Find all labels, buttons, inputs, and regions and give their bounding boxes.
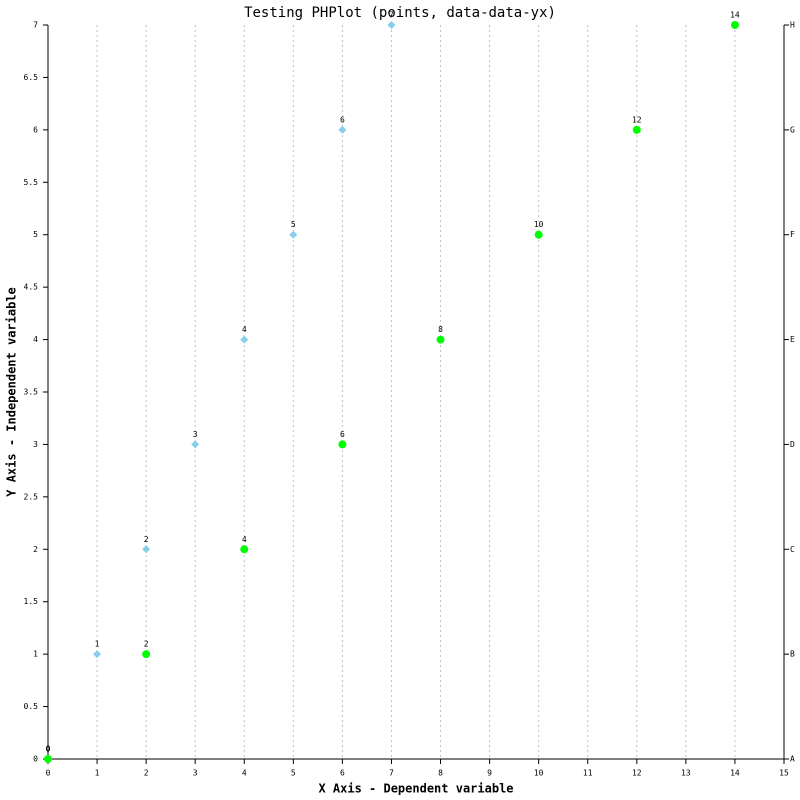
row-label: E xyxy=(790,335,795,344)
row-label: G xyxy=(790,125,795,134)
x-tick-label: 9 xyxy=(487,769,492,778)
data-label: 10 xyxy=(534,220,544,229)
row-label: C xyxy=(790,545,795,554)
point xyxy=(142,545,151,554)
x-tick-label: 6 xyxy=(340,769,345,778)
point xyxy=(534,230,543,239)
x-tick-label: 8 xyxy=(438,769,443,778)
y-tick-label: 6 xyxy=(33,125,38,134)
point xyxy=(338,440,347,449)
y-tick-label: 2 xyxy=(33,545,38,554)
x-tick-label: 13 xyxy=(681,769,691,778)
point xyxy=(436,335,445,344)
y-axis-label: Y Axis - Independent variable xyxy=(5,287,19,497)
x-tick-label: 15 xyxy=(779,769,789,778)
row-label: D xyxy=(790,440,795,449)
point xyxy=(240,545,249,554)
x-tick-label: 1 xyxy=(95,769,100,778)
point xyxy=(142,650,151,659)
y-tick-label: 6.5 xyxy=(24,73,39,82)
x-axis-label: X Axis - Dependent variable xyxy=(318,782,513,796)
data-label: 12 xyxy=(632,115,642,124)
point xyxy=(338,125,347,134)
data-label: 4 xyxy=(242,535,247,544)
data-label: 2 xyxy=(144,535,149,544)
data-label: 6 xyxy=(340,115,345,124)
data-label: 1 xyxy=(95,640,100,649)
x-tick-label: 14 xyxy=(730,769,740,778)
y-tick-label: 3.5 xyxy=(24,388,39,397)
data-label: 0 xyxy=(46,745,51,754)
point xyxy=(44,755,52,763)
row-label: F xyxy=(790,230,795,239)
y-tick-label: 2.5 xyxy=(24,492,39,501)
point xyxy=(240,335,249,344)
y-tick-label: 1.5 xyxy=(24,597,39,606)
x-tick-label: 2 xyxy=(144,769,149,778)
point xyxy=(730,21,739,29)
data-label: 7 xyxy=(389,11,394,20)
x-tick-label: 7 xyxy=(389,769,394,778)
x-tick-label: 12 xyxy=(632,769,642,778)
row-label: B xyxy=(790,650,795,659)
point xyxy=(289,230,298,239)
data-label: 5 xyxy=(291,220,296,229)
x-tick-label: 5 xyxy=(291,769,296,778)
chart-title: Testing PHPlot (points, data-data-yx) xyxy=(244,5,556,21)
data-label: 8 xyxy=(438,325,443,334)
y-tick-label: 1 xyxy=(33,650,38,659)
y-tick-label: 3 xyxy=(33,440,38,449)
x-tick-label: 4 xyxy=(242,769,247,778)
x-tick-label: 11 xyxy=(583,769,593,778)
y-tick-label: 0 xyxy=(33,755,38,764)
y-tick-label: 0.5 xyxy=(24,702,39,711)
row-label: A xyxy=(790,755,795,764)
data-label: 6 xyxy=(340,430,345,439)
y-tick-label: 7 xyxy=(33,21,38,30)
data-label: 4 xyxy=(242,325,247,334)
data-label: 3 xyxy=(193,430,198,439)
y-tick-label: 4.5 xyxy=(24,283,39,292)
point xyxy=(387,21,396,29)
point xyxy=(191,440,200,449)
point xyxy=(632,125,641,134)
x-tick-label: 3 xyxy=(193,769,198,778)
data-label: 2 xyxy=(144,640,149,649)
y-tick-label: 5.5 xyxy=(24,178,39,187)
row-label: H xyxy=(790,21,795,30)
y-tick-label: 5 xyxy=(33,230,38,239)
point xyxy=(93,650,102,659)
y-tick-label: 4 xyxy=(33,335,38,344)
x-tick-label: 0 xyxy=(46,769,51,778)
data-label: 14 xyxy=(730,11,740,20)
data-label: 0 xyxy=(46,745,51,754)
x-tick-label: 10 xyxy=(534,769,544,778)
